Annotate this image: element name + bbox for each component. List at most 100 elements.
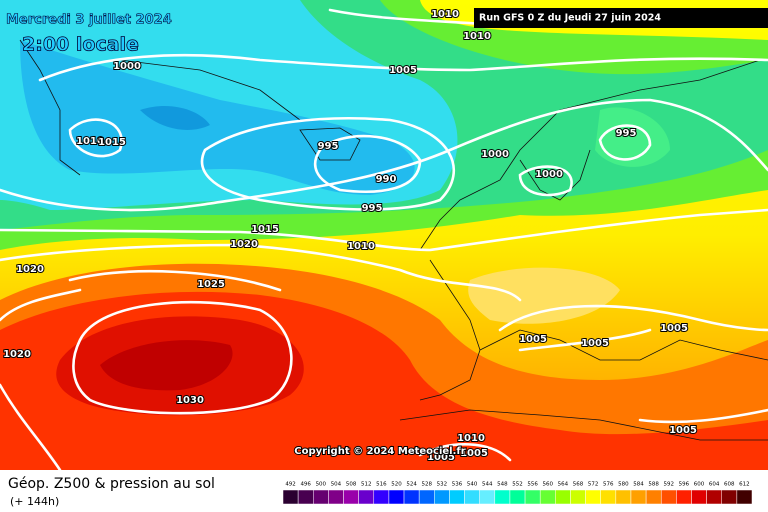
legend-swatch xyxy=(282,489,299,505)
legend-label: 560 xyxy=(543,482,554,488)
isobar-label: 1000 xyxy=(481,149,509,160)
legend-swatch xyxy=(736,489,753,505)
color-legend: 492 496 500 504 508 512 516 520 524 528 532 536 540 5… xyxy=(282,482,753,505)
isobar-label: 1010 xyxy=(457,433,485,444)
coastlines xyxy=(19,39,768,441)
legend-swatch xyxy=(721,489,738,505)
legend-label: 552 xyxy=(512,482,523,488)
legend-label: 524 xyxy=(406,482,417,488)
legend-swatch xyxy=(570,489,586,505)
legend-label: 496 xyxy=(300,482,311,488)
field-darkest-red xyxy=(100,340,233,391)
legend-swatch xyxy=(524,489,541,505)
legend-swatch xyxy=(660,489,677,505)
isobar-label: 1030 xyxy=(176,395,204,406)
isobar-label: 995 xyxy=(616,128,637,139)
legend-swatch xyxy=(449,489,465,505)
legend-label: 516 xyxy=(376,482,387,488)
legend-label: 504 xyxy=(331,482,342,488)
run-box xyxy=(474,8,768,28)
legend-swatch xyxy=(373,489,390,505)
local-time: 2:00 locale xyxy=(22,34,139,56)
legend-label: 592 xyxy=(664,482,675,488)
isobar-label: 995 xyxy=(362,203,383,214)
isobar-label: 1005 xyxy=(427,452,455,463)
legend-swatch xyxy=(706,489,722,505)
legend-label: 540 xyxy=(467,482,478,488)
legend-label: 608 xyxy=(724,482,735,488)
isobar-label: 1005 xyxy=(519,334,547,345)
footer-subtitle: (+ 144h) xyxy=(10,495,59,508)
isobar-label: 1015 xyxy=(98,137,126,148)
legend-swatch xyxy=(343,489,359,505)
legend-label: 564 xyxy=(558,482,569,488)
legend-swatch xyxy=(630,489,647,505)
isobar-label: 1000 xyxy=(535,169,563,180)
field-low-green xyxy=(595,107,670,167)
legend-swatch xyxy=(509,489,526,505)
legend-label: 572 xyxy=(588,482,599,488)
legend-swatch xyxy=(494,489,511,505)
legend-label: 512 xyxy=(361,482,372,488)
legend-label: 584 xyxy=(633,482,644,488)
legend-swatch xyxy=(585,489,601,505)
legend-label: 568 xyxy=(573,482,584,488)
footer-title: Géop. Z500 & pression au sol xyxy=(8,476,215,492)
legend-swatch xyxy=(297,489,314,505)
isobar-label: 1000 xyxy=(113,61,141,72)
legend-swatch xyxy=(600,489,617,505)
legend-swatch xyxy=(645,489,662,505)
isobar-label: 1005 xyxy=(669,425,697,436)
legend-swatch xyxy=(434,489,450,505)
legend-label: 600 xyxy=(694,482,705,488)
legend-swatch xyxy=(691,489,707,505)
run-info: Run GFS 0 Z du Jeudi 27 juin 2024 xyxy=(479,13,661,24)
isobar-label: 1005 xyxy=(660,323,688,334)
legend-swatch xyxy=(464,489,480,505)
legend-swatch xyxy=(403,489,420,505)
legend-swatch xyxy=(479,489,496,505)
legend-label: 612 xyxy=(739,482,750,488)
isobar-label: 1005 xyxy=(581,338,609,349)
legend-label: 556 xyxy=(527,482,538,488)
legend-label: 500 xyxy=(316,482,327,488)
legend-label: 596 xyxy=(679,482,690,488)
isobar-label: 1020 xyxy=(3,349,31,360)
legend-label: 588 xyxy=(648,482,659,488)
legend-label: 576 xyxy=(603,482,614,488)
legend-swatch xyxy=(418,489,435,505)
legend-label: 492 xyxy=(285,482,296,488)
isobar-label: 990 xyxy=(376,174,397,185)
map-field xyxy=(0,0,768,470)
legend-label: 548 xyxy=(497,482,508,488)
isobar-label: 1010 xyxy=(463,31,491,42)
field-pale xyxy=(468,267,620,324)
isobar-label: 995 xyxy=(318,141,339,152)
copyright: Copyright © 2024 Meteociel.fr xyxy=(294,446,465,457)
isobar-label: 1010 xyxy=(76,136,104,147)
legend-label: 532 xyxy=(437,482,448,488)
legend-label: 528 xyxy=(421,482,432,488)
isobar-label: 1025 xyxy=(197,279,225,290)
legend-label: 520 xyxy=(391,482,402,488)
legend-label: 508 xyxy=(346,482,357,488)
legend-swatch xyxy=(615,489,632,505)
legend-swatch xyxy=(328,489,344,505)
legend-swatch xyxy=(555,489,571,505)
legend-swatch xyxy=(388,489,405,505)
legend-label: 536 xyxy=(452,482,463,488)
isobar-label: 1005 xyxy=(460,448,488,459)
isobar-label: 1020 xyxy=(230,239,258,250)
isobar-label: 1010 xyxy=(431,9,459,20)
legend-swatch xyxy=(313,489,329,505)
isobar-label: 1015 xyxy=(251,224,279,235)
isobar-label: 1020 xyxy=(16,264,44,275)
isobar-label: 1010 xyxy=(347,241,375,252)
legend-label: 604 xyxy=(709,482,720,488)
legend-swatch xyxy=(676,489,692,505)
legend-label: 580 xyxy=(618,482,629,488)
legend-swatch xyxy=(358,489,375,505)
forecast-date: Mercredi 3 juillet 2024 xyxy=(6,13,172,28)
